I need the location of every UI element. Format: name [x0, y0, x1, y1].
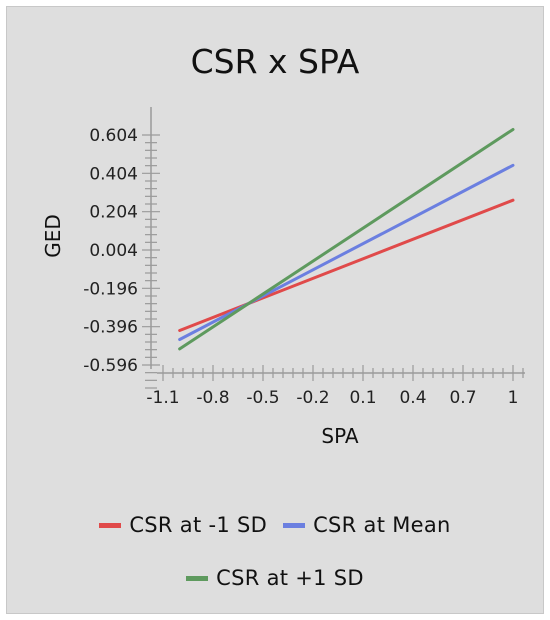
- y-tick-label: 0.604: [89, 126, 138, 146]
- x-tick-label: 1: [508, 388, 519, 408]
- x-tick-label: 0.4: [399, 388, 426, 408]
- legend-label: CSR at +1 SD: [216, 566, 364, 590]
- x-axis-label: SPA: [321, 424, 358, 448]
- series-line-0: [178, 198, 515, 332]
- x-tick-label: -1.1: [146, 388, 179, 408]
- y-tick-label: 0.004: [89, 241, 138, 261]
- legend-row-2: CSR at +1 SD: [0, 566, 550, 590]
- y-tick-label: 0.404: [89, 164, 138, 184]
- y-tick-label: -0.596: [83, 356, 138, 376]
- y-axis-label: GED: [41, 214, 65, 258]
- x-tick-label: 0.1: [349, 388, 376, 408]
- legend-label: CSR at -1 SD: [129, 513, 268, 537]
- series-line-2: [178, 127, 515, 351]
- x-axis: -1.1 -0.8 -0.5 -0.2 0.1 0.4 0.7 1: [146, 365, 525, 408]
- legend-row-1: CSR at -1 SD CSR at Mean: [0, 513, 550, 537]
- y-tick-label: 0.204: [89, 203, 138, 223]
- x-tick-label: -0.5: [246, 388, 279, 408]
- series-line-1: [178, 163, 515, 342]
- x-tick-label: -0.8: [196, 388, 229, 408]
- legend-item-csr-mean[interactable]: CSR at Mean: [283, 513, 451, 537]
- legend-swatch: [99, 522, 122, 528]
- x-tick-label: 0.7: [449, 388, 476, 408]
- legend-item-csr-minus-1sd[interactable]: CSR at -1 SD: [99, 513, 267, 537]
- legend-label: CSR at Mean: [313, 513, 451, 537]
- y-axis: 0.604 0.404 0.204 0.004 -0.196 -0.396 -0.596: [83, 107, 160, 389]
- chart-title: CSR x SPA: [190, 42, 360, 81]
- legend-swatch: [283, 522, 306, 528]
- y-tick-label: -0.396: [83, 318, 138, 338]
- x-tick-label: -0.2: [296, 388, 329, 408]
- y-tick-label: -0.196: [83, 279, 138, 299]
- legend-item-csr-plus-1sd[interactable]: CSR at +1 SD: [186, 566, 364, 590]
- chart-frame: [6, 6, 544, 614]
- series-lines: [178, 127, 515, 351]
- legend-swatch: [186, 575, 209, 581]
